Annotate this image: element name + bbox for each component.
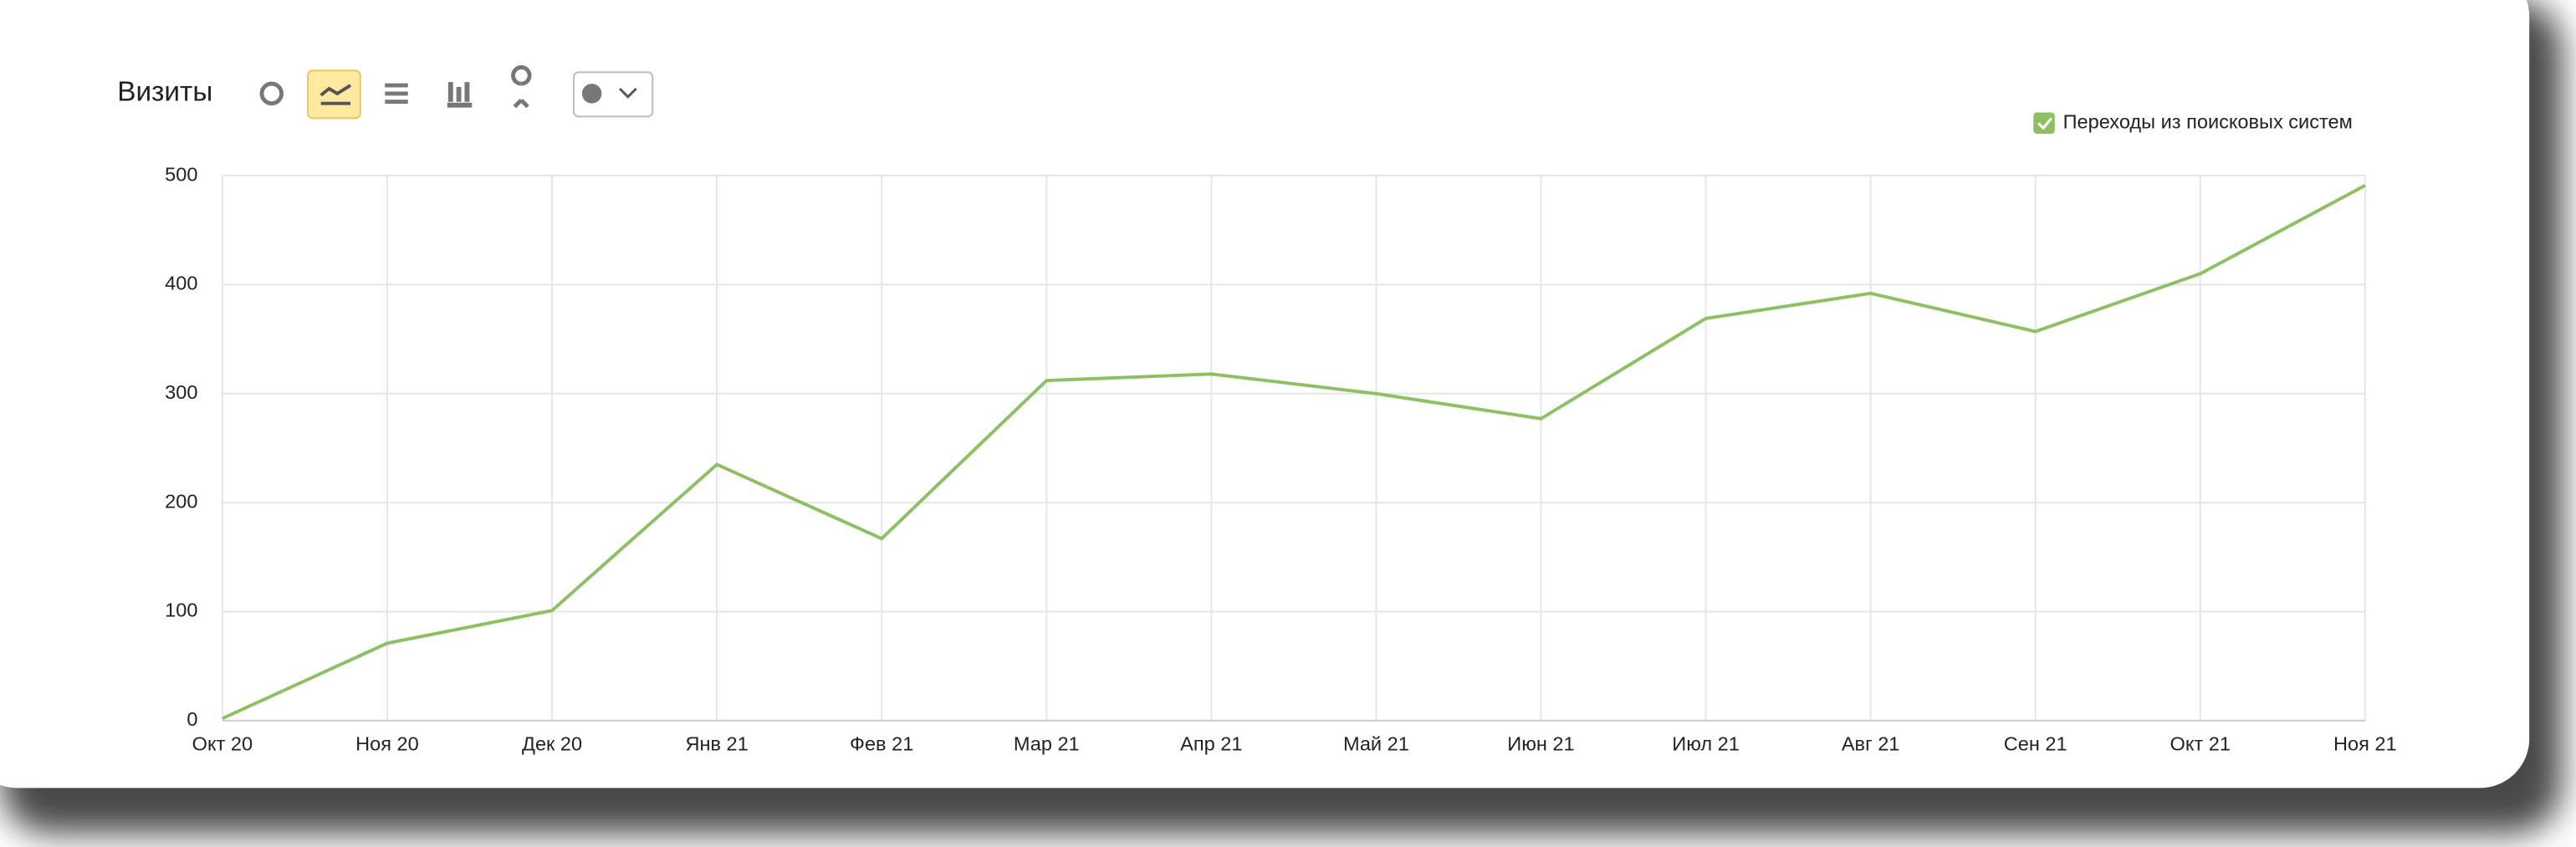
legend-checkbox[interactable] bbox=[2033, 112, 2055, 134]
comment-icon bbox=[581, 84, 602, 104]
x-tick-label: Янв 21 bbox=[685, 733, 748, 755]
line-icon bbox=[319, 84, 352, 105]
x-tick-label: Ноя 21 bbox=[2333, 733, 2397, 755]
area-button[interactable] bbox=[385, 83, 408, 105]
legend-label[interactable]: Переходы из поисковых систем bbox=[2063, 110, 2353, 132]
x-tick-label: Июн 21 bbox=[1507, 733, 1574, 755]
x-tick-label: Июл 21 bbox=[1672, 733, 1740, 755]
y-tick-label: 100 bbox=[165, 600, 197, 621]
x-tick-label: Дек 20 bbox=[522, 733, 582, 755]
x-tick-label: Окт 20 bbox=[192, 733, 253, 755]
x-tick-label: Сен 21 bbox=[2004, 733, 2067, 755]
legend-check bbox=[2037, 117, 2053, 130]
plot-area: 0 100 200 300 400 500 Окт 20 Ноя 20 Дек 20 Янв 21… bbox=[165, 163, 2396, 754]
y-tick-label: 200 bbox=[165, 490, 197, 512]
chart-title: Визиты bbox=[117, 77, 212, 108]
x-tick-label: Ноя 20 bbox=[355, 733, 419, 755]
map-button[interactable] bbox=[511, 65, 532, 109]
dropdown-arrow bbox=[618, 87, 637, 99]
y-tick-label: 0 bbox=[187, 708, 197, 730]
y-tick-label: 300 bbox=[165, 381, 197, 403]
y-tick-label: 500 bbox=[165, 163, 197, 185]
line-button[interactable] bbox=[307, 69, 361, 120]
bar-button[interactable] bbox=[447, 82, 473, 108]
legend: Переходы из поисковых систем bbox=[2033, 110, 2353, 134]
y-tick-label: 400 bbox=[165, 273, 197, 294]
series-line bbox=[222, 184, 2366, 721]
toolbar bbox=[259, 65, 654, 120]
x-tick-label: Фев 21 bbox=[850, 733, 913, 755]
comment-dropdown[interactable] bbox=[573, 71, 654, 118]
x-tick-label: Апр 21 bbox=[1180, 733, 1242, 755]
pie-button[interactable] bbox=[259, 81, 284, 106]
x-tick-label: Мар 21 bbox=[1014, 733, 1080, 755]
x-tick-label: Авг 21 bbox=[1842, 733, 1900, 755]
x-tick-label: Окт 21 bbox=[2170, 733, 2231, 755]
x-tick-label: Май 21 bbox=[1343, 733, 1409, 755]
